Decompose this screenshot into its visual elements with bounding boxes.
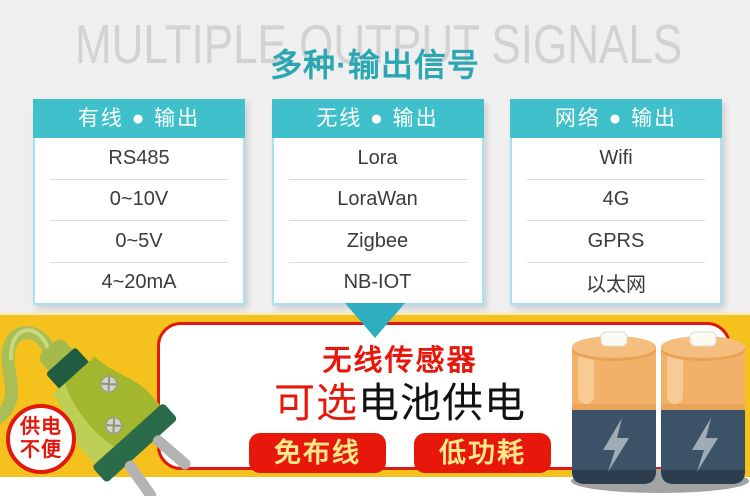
page-title: 多种·输出信号 — [270, 47, 480, 83]
tag-no-wiring: 免布线 — [249, 433, 386, 473]
list-item: Wifi — [527, 138, 705, 180]
down-arrow-icon — [345, 303, 405, 338]
badge-line1: 供电 — [20, 416, 62, 438]
list-item: 0~10V — [50, 180, 228, 221]
card-wired-header: 有线 ● 输出 — [33, 99, 245, 138]
headline-accent: 可选 — [274, 380, 358, 426]
tag-low-power: 低功耗 — [414, 433, 551, 473]
output-cards: 有线 ● 输出 RS485 0~10V 0~5V 4~20mA 无线 ● 输出 … — [33, 99, 722, 305]
badge-line2: 不便 — [20, 439, 62, 461]
card-wired-body: RS485 0~10V 0~5V 4~20mA — [33, 138, 245, 305]
lightning-icon — [603, 418, 629, 472]
battery-right — [661, 331, 745, 484]
banner-headline: 可选电池供电 — [165, 380, 635, 426]
headline-rest: 电池供电 — [358, 380, 526, 426]
card-network-output: 网络 ● 输出 Wifi 4G GPRS 以太网 — [510, 99, 722, 305]
screw-icon — [105, 416, 123, 435]
card-wireless-output: 无线 ● 输出 Lora LoraWan Zigbee NB-IOT — [271, 99, 484, 305]
banner-content: 无线传感器 可选电池供电 免布线 低功耗 — [165, 325, 635, 473]
list-item: NB-IOT — [343, 271, 412, 294]
card-wireless-header: 无线 ● 输出 — [271, 99, 484, 138]
list-item: 4~20mA — [101, 271, 177, 294]
lightning-icon — [692, 418, 718, 472]
card-wired-output: 有线 ● 输出 RS485 0~10V 0~5V 4~20mA — [33, 99, 245, 305]
screw-icon — [100, 375, 118, 393]
feature-tags: 免布线 低功耗 — [165, 433, 635, 473]
card-network-header: 网络 ● 输出 — [510, 99, 722, 138]
list-item: Lora — [288, 138, 467, 180]
list-item: RS485 — [50, 138, 228, 180]
power-inconvenient-badge: 供电 不便 — [6, 404, 76, 474]
list-item: Zigbee — [288, 221, 467, 263]
card-wireless-body: Lora LoraWan Zigbee NB-IOT — [271, 138, 484, 305]
watermark-title: MULTIPLE OUTPUT SIGNALS — [75, 13, 683, 75]
battery-illustration — [571, 331, 749, 493]
list-item: 4G — [527, 180, 705, 221]
list-item: GPRS — [527, 221, 705, 263]
list-item: 以太网 — [586, 274, 646, 297]
power-plug-illustration — [0, 326, 191, 496]
list-item: LoraWan — [288, 180, 467, 221]
card-network-body: Wifi 4G GPRS 以太网 — [510, 138, 722, 305]
list-item: 0~5V — [50, 221, 228, 263]
banner-subtitle: 无线传感器 — [322, 345, 478, 377]
battery-left — [572, 331, 656, 484]
